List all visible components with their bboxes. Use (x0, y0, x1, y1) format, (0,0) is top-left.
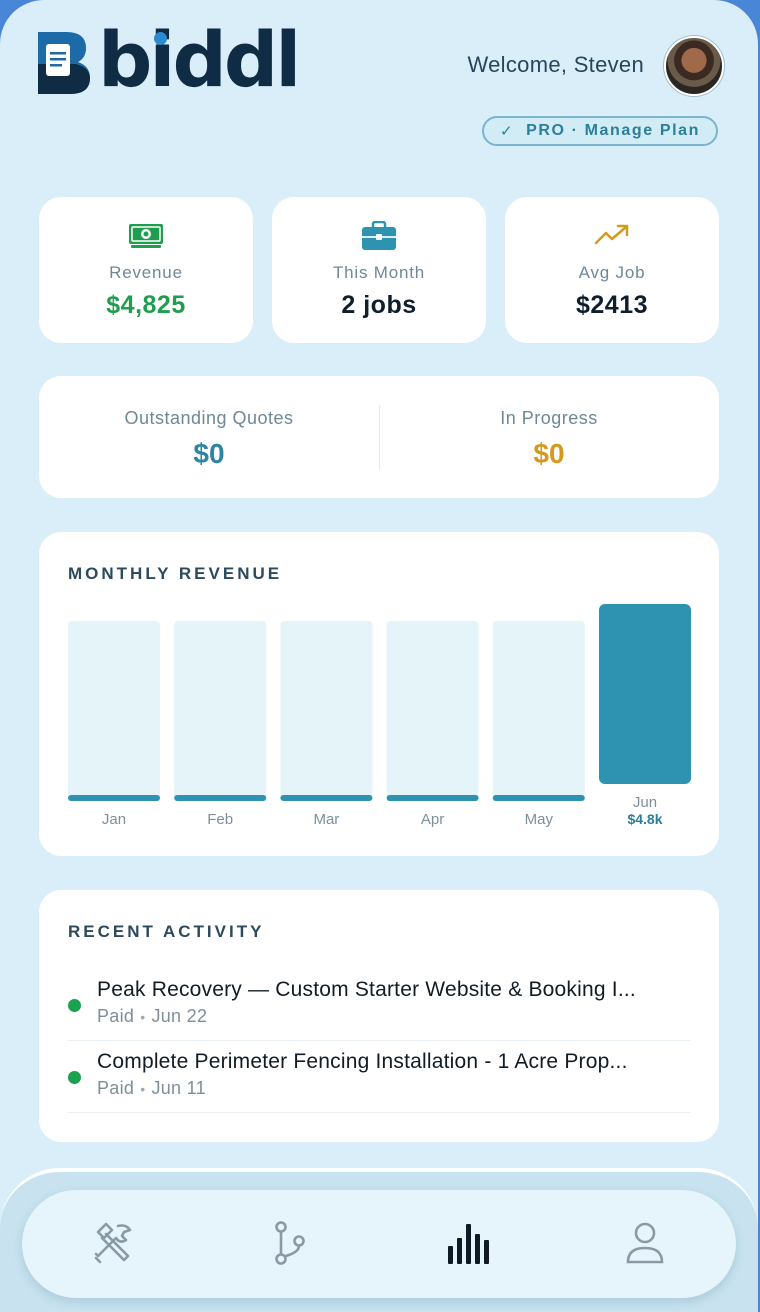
bar-feb[interactable] (174, 795, 267, 801)
bar-chart-icon (448, 1224, 489, 1264)
nav-pipeline[interactable] (266, 1218, 316, 1268)
bar-track (280, 621, 373, 801)
bar-track (174, 621, 267, 801)
activity-item-date: Jun 22 (151, 1006, 208, 1026)
this-month-card[interactable]: This Month 2 jobs (272, 197, 486, 343)
bar-apr[interactable] (386, 795, 479, 801)
activity-item-meta: Paid • Jun 22 (97, 1006, 207, 1027)
check-icon: ✓ (499, 123, 515, 140)
activity-item-title: Peak Recovery — Custom Starter Website &… (97, 978, 636, 1001)
tick-label: Jan (102, 811, 126, 828)
bullet-separator: • (140, 1009, 146, 1025)
in-progress-label: In Progress (500, 408, 598, 428)
revenue-label: Revenue (109, 263, 183, 282)
bar-track (68, 621, 160, 801)
logo-mark-icon (38, 32, 90, 94)
trending-up-icon (594, 224, 629, 245)
outstanding-quotes-value: $0 (193, 438, 225, 469)
this-month-value: 2 jobs (341, 291, 417, 319)
activity-item-date: Jun 11 (151, 1078, 206, 1098)
in-progress[interactable]: In Progress $0 (379, 376, 719, 498)
biddl-logo: biddl (36, 22, 301, 100)
bar-track (386, 621, 479, 801)
activity-item-meta: Paid • Jun 11 (97, 1078, 206, 1099)
profile-icon (626, 1222, 664, 1264)
welcome-text: Welcome, Steven (467, 52, 644, 77)
row-divider (68, 1112, 690, 1113)
this-month-label: This Month (332, 263, 426, 282)
tick-label: May (525, 811, 554, 828)
briefcase-icon (362, 221, 396, 250)
bar-track (492, 621, 585, 801)
brand-name: biddl (98, 15, 301, 104)
status-dot (68, 1071, 81, 1084)
activity-title: RECENT ACTIVITY (68, 922, 265, 941)
chart-title: MONTHLY REVENUE (68, 564, 283, 583)
outstanding-quotes-label: Outstanding Quotes (124, 408, 294, 428)
avatar[interactable] (664, 36, 724, 96)
avg-job-label: Avg Job (578, 263, 646, 282)
cash-icon (129, 224, 163, 248)
bar-jun[interactable] (599, 604, 691, 784)
nav-profile[interactable] (620, 1218, 670, 1268)
pipeline-card: Outstanding Quotes $0 In Progress $0 (39, 376, 719, 498)
bar-mar[interactable] (280, 795, 373, 801)
activity-item[interactable]: Peak Recovery — Custom Starter Website &… (68, 970, 690, 1042)
revenue-value: $4,825 (106, 291, 186, 319)
activity-item-title: Complete Perimeter Fencing Installation … (97, 1050, 628, 1073)
logo-dot (154, 32, 167, 45)
monthly-revenue-card: MONTHLY REVENUE Jan Feb Mar Apr May Jun $4.8k (39, 532, 719, 856)
bar-may[interactable] (492, 795, 585, 801)
tick-label: Jun (633, 794, 657, 811)
divider (379, 406, 380, 470)
row-divider (68, 1040, 690, 1041)
nav-stats[interactable] (442, 1218, 492, 1268)
activity-item-status: Paid (97, 1078, 135, 1098)
tick-label: Apr (421, 811, 444, 828)
pipeline-icon (275, 1221, 305, 1265)
bar-jan[interactable] (68, 795, 160, 801)
data-label: $4.8k (627, 811, 662, 827)
revenue-card[interactable]: Revenue $4,825 (39, 197, 253, 343)
recent-activity-card: RECENT ACTIVITY Peak Recovery — Custom S… (39, 890, 719, 1142)
tick-label: Feb (207, 811, 233, 828)
bottom-nav (22, 1190, 736, 1298)
avg-job-value: $2413 (575, 291, 649, 319)
outstanding-quotes[interactable]: Outstanding Quotes $0 (39, 376, 379, 498)
tick-label: Mar (313, 811, 339, 828)
activity-item[interactable]: Complete Perimeter Fencing Installation … (68, 1042, 690, 1114)
in-progress-value: $0 (533, 438, 565, 469)
manage-plan-button[interactable]: ✓ PRO · Manage Plan (482, 116, 718, 146)
activity-item-status: Paid (97, 1006, 135, 1026)
nav-tools[interactable] (88, 1218, 138, 1268)
monthly-revenue-chart: Jan Feb Mar Apr May Jun$4.8k (68, 604, 691, 828)
avg-job-card[interactable]: Avg Job $2413 (505, 197, 719, 343)
plan-label: PRO · Manage Plan (526, 122, 701, 139)
bullet-separator: • (140, 1081, 146, 1097)
status-dot (68, 999, 81, 1012)
tools-icon (94, 1222, 132, 1264)
